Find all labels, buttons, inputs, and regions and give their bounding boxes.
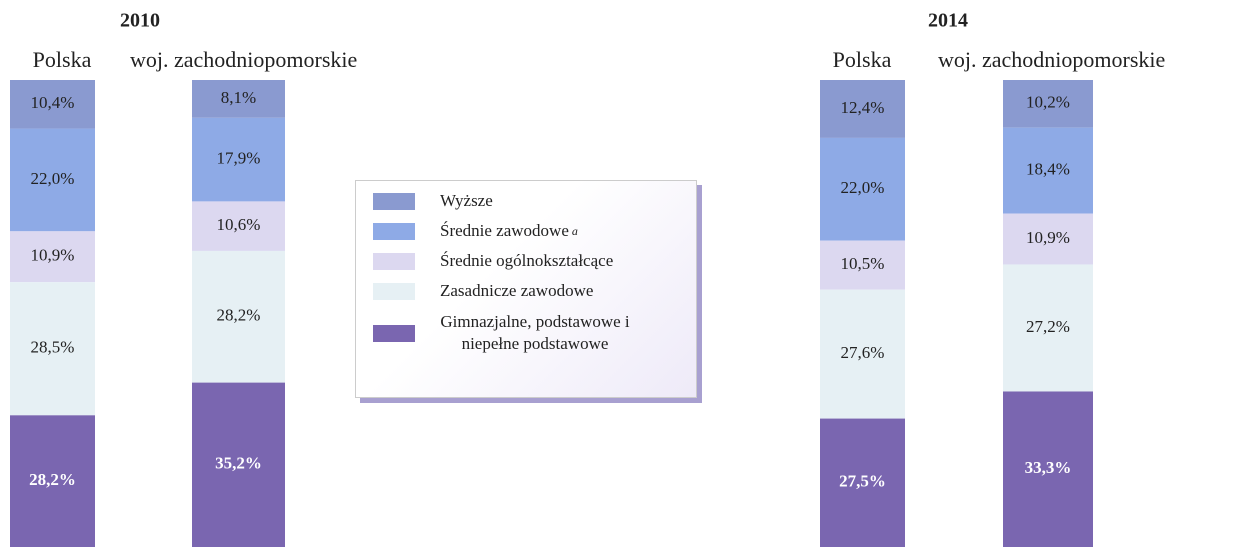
legend: Wyższe Średnie zawodowe a Średnie ogólnok… bbox=[355, 180, 697, 398]
data-label: 10,9% bbox=[1026, 228, 1070, 247]
bar-segment bbox=[192, 80, 285, 118]
data-label: 28,5% bbox=[31, 338, 75, 357]
legend-swatch bbox=[373, 222, 415, 240]
bar-segment bbox=[820, 289, 905, 419]
bar-segment bbox=[10, 415, 95, 547]
bar-segment bbox=[1003, 127, 1093, 214]
legend-label: Średnie zawodowe bbox=[440, 221, 569, 240]
data-label: 10,9% bbox=[31, 246, 75, 265]
bar-segment bbox=[820, 240, 905, 290]
data-label: 28,2% bbox=[217, 306, 261, 325]
bar-segment bbox=[192, 250, 285, 383]
legend-label: Zasadnicze zawodowe bbox=[440, 281, 594, 300]
bar-segment bbox=[820, 80, 905, 138]
category-label: Polska bbox=[833, 47, 892, 72]
bar-segment bbox=[10, 231, 95, 283]
legend-note: a bbox=[571, 223, 578, 238]
legend-label: Wyższe bbox=[440, 191, 493, 210]
data-label: 27,2% bbox=[1026, 317, 1070, 336]
data-label: 33,3% bbox=[1025, 458, 1072, 477]
bar-segment bbox=[192, 201, 285, 251]
data-label: 17,9% bbox=[217, 149, 261, 168]
data-label: 10,6% bbox=[217, 215, 261, 234]
chart-title: 2014 bbox=[928, 10, 968, 32]
legend-item: Wyższe bbox=[373, 191, 696, 211]
data-label: 10,5% bbox=[841, 254, 885, 273]
bar-segment bbox=[1003, 264, 1093, 392]
data-label: 8,1% bbox=[221, 88, 256, 107]
legend-item: Gimnazjalne, podstawowe i niepełne podst… bbox=[373, 311, 696, 355]
data-label: 10,4% bbox=[31, 93, 75, 112]
data-label: 35,2% bbox=[215, 454, 262, 473]
data-label: 28,2% bbox=[29, 470, 76, 489]
data-label: 27,6% bbox=[841, 343, 885, 362]
legend-item: Średnie ogólnokształcące bbox=[373, 251, 696, 271]
legend-swatch bbox=[373, 252, 415, 270]
bar-segment bbox=[10, 282, 95, 416]
bar-segment bbox=[192, 382, 285, 547]
bar-segment bbox=[820, 418, 905, 547]
bar-segment bbox=[1003, 213, 1093, 265]
bar-segment bbox=[820, 137, 905, 241]
bar-segment bbox=[192, 117, 285, 202]
data-label: 18,4% bbox=[1026, 160, 1070, 179]
category-label: Polska bbox=[33, 47, 92, 72]
bar-segment bbox=[1003, 391, 1093, 547]
category-label: woj. zachodniopomorskie bbox=[938, 47, 1165, 72]
legend-swatch bbox=[373, 192, 415, 210]
bar-segment bbox=[1003, 80, 1093, 128]
data-label: 22,0% bbox=[31, 169, 75, 188]
legend-label: Gimnazjalne, podstawowe i niepełne podst… bbox=[440, 312, 630, 353]
category-label: woj. zachodniopomorskie bbox=[130, 47, 357, 72]
data-label: 12,4% bbox=[841, 98, 885, 117]
legend-swatch bbox=[373, 324, 415, 342]
data-label: 10,2% bbox=[1026, 93, 1070, 112]
legend-swatch bbox=[373, 282, 415, 300]
data-label: 22,0% bbox=[841, 178, 885, 197]
bar-segment bbox=[10, 80, 95, 129]
legend-item: Średnie zawodowe a bbox=[373, 221, 696, 241]
legend-item: Zasadnicze zawodowe bbox=[373, 281, 696, 301]
data-label: 27,5% bbox=[839, 472, 886, 491]
legend-label: Średnie ogólnokształcące bbox=[440, 251, 614, 270]
chart-title: 2010 bbox=[120, 10, 160, 32]
bar-segment bbox=[10, 128, 95, 232]
